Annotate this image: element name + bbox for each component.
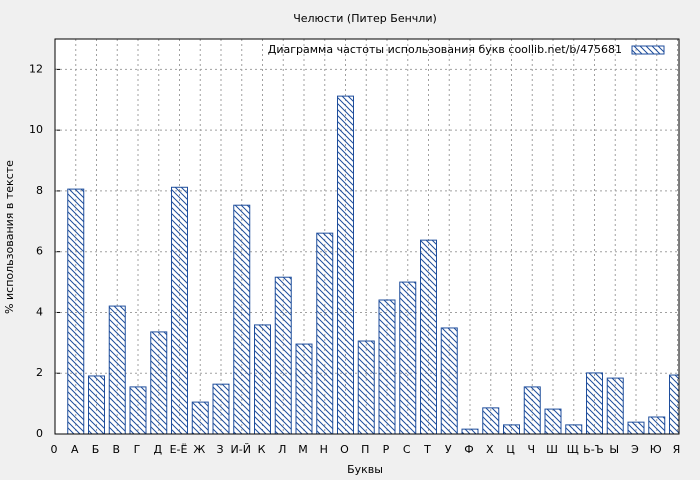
bar bbox=[88, 375, 105, 434]
bar bbox=[274, 276, 292, 434]
bar bbox=[606, 377, 624, 434]
bar bbox=[565, 424, 583, 434]
x-tick-label: С bbox=[403, 443, 411, 456]
x-tick-label: Г bbox=[134, 443, 141, 456]
bar bbox=[337, 95, 354, 434]
bar bbox=[316, 232, 334, 434]
bar bbox=[399, 281, 417, 434]
legend-swatch bbox=[631, 45, 665, 55]
bar bbox=[503, 424, 520, 434]
bars bbox=[67, 95, 679, 434]
x-tick-label: О bbox=[340, 443, 349, 456]
x-tick-label: М bbox=[298, 443, 308, 456]
x-tick-label: А bbox=[71, 443, 79, 456]
y-tick-label: 2 bbox=[36, 366, 43, 379]
x-tick-label: Я bbox=[673, 443, 681, 456]
x-tick-label: Ш bbox=[546, 443, 558, 456]
plot-frame bbox=[54, 38, 680, 435]
x-tick-label: Б bbox=[92, 443, 100, 456]
x-tick-label: Н bbox=[320, 443, 328, 456]
x-tick-label: Х bbox=[486, 443, 494, 456]
bar bbox=[191, 401, 209, 434]
bar bbox=[482, 407, 500, 434]
bar bbox=[212, 383, 230, 434]
bar bbox=[627, 421, 645, 434]
bar bbox=[129, 386, 147, 434]
bar bbox=[295, 343, 313, 434]
x-tick-label: Э bbox=[631, 443, 639, 456]
y-axis-label: % использования в тексте bbox=[3, 160, 16, 314]
x-tick-label: Ч bbox=[527, 443, 535, 456]
bar bbox=[586, 372, 603, 434]
x-tick-label: Ф bbox=[464, 443, 473, 456]
x-tick-label: К bbox=[258, 443, 266, 456]
x-tick-label: Е-Ё bbox=[170, 443, 188, 456]
bar bbox=[67, 188, 85, 434]
grid bbox=[55, 39, 679, 435]
y-tick-label: 12 bbox=[29, 62, 43, 75]
bar bbox=[648, 416, 666, 434]
y-tick-label: 8 bbox=[36, 184, 43, 197]
bar bbox=[544, 408, 562, 434]
legend-label: Диаграмма частоты использования букв coo… bbox=[268, 43, 622, 56]
x-tick-label: Ь-Ъ bbox=[583, 443, 604, 456]
chart-title: Челюсти (Питер Бенчли) bbox=[293, 12, 437, 25]
x-tick-label: И-Й bbox=[231, 443, 251, 456]
bar bbox=[420, 239, 437, 434]
x-axis-label: Буквы bbox=[347, 463, 383, 476]
x-tick-label: Д bbox=[153, 443, 162, 456]
y-tick-label: 6 bbox=[36, 245, 43, 258]
bar bbox=[150, 331, 168, 434]
y-tick-label: 0 bbox=[36, 427, 43, 440]
y-tick-label: 4 bbox=[36, 305, 43, 318]
x-tick-label: 0 bbox=[51, 443, 58, 456]
x-tick-label: Р bbox=[383, 443, 390, 456]
bar bbox=[254, 324, 271, 434]
bar bbox=[108, 305, 126, 434]
x-tick-label: П bbox=[361, 443, 369, 456]
bar bbox=[523, 386, 541, 434]
x-tick-label: Ц bbox=[506, 443, 515, 456]
x-tick-label: Ы bbox=[609, 443, 619, 456]
bar bbox=[378, 299, 396, 434]
x-tick-label: З bbox=[216, 443, 223, 456]
bar bbox=[171, 186, 188, 434]
x-tick-label: В bbox=[112, 443, 120, 456]
x-tick-label: Ю bbox=[650, 443, 662, 456]
bar bbox=[357, 340, 375, 434]
y-tick-label: 10 bbox=[29, 123, 43, 136]
x-tick-label: Л bbox=[278, 443, 286, 456]
x-tick-label: Ж bbox=[193, 443, 205, 456]
x-tick-label: Т bbox=[423, 443, 431, 456]
bar bbox=[461, 428, 479, 434]
bar bbox=[440, 327, 458, 434]
x-tick-label: У bbox=[445, 443, 452, 456]
x-tick-label: Щ bbox=[567, 443, 579, 456]
bar bbox=[233, 204, 251, 434]
